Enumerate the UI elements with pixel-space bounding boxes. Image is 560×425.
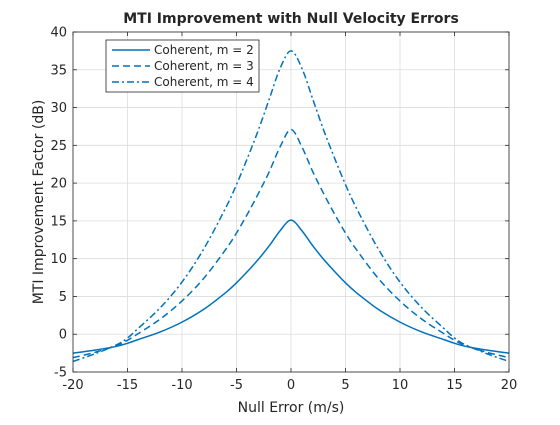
y-tick-label: 25 — [50, 139, 67, 154]
series-line-m4 — [72, 50, 510, 363]
y-axis-label: MTI Improvement Factor (dB) — [31, 100, 47, 305]
y-tick-label: 10 — [50, 252, 67, 267]
x-tick-label: -10 — [171, 378, 192, 393]
legend-label: Coherent, m = 2 — [154, 43, 254, 57]
series-lines — [72, 50, 510, 363]
series-line-m2 — [72, 219, 510, 354]
axis-ticks: -20 -15 -10 -5 0 5 10 15 20 -5 0 5 10 15 20 25 30 35 40 — [50, 26, 517, 394]
legend-label: Coherent, m = 3 — [154, 59, 254, 73]
y-tick-label: 35 — [50, 63, 67, 78]
y-tick-label: 30 — [50, 101, 67, 116]
x-tick-label: -20 — [62, 378, 83, 393]
x-tick-label: -15 — [117, 378, 138, 393]
x-tick-label: 5 — [341, 378, 349, 393]
y-tick-label: 40 — [50, 26, 67, 41]
x-tick-label: 15 — [446, 378, 463, 393]
x-tick-label: -5 — [230, 378, 243, 393]
legend-box — [105, 39, 260, 93]
x-tick-label: 0 — [287, 378, 295, 393]
legend: Coherent, m = 2 Coherent, m = 3 Coherent, … — [105, 39, 260, 93]
chart-title: MTI Improvement with Null Velocity Error… — [123, 11, 459, 27]
legend-label: Coherent, m = 4 — [154, 75, 254, 89]
y-tick-label: 20 — [50, 177, 67, 192]
y-tick-label: -5 — [54, 366, 67, 381]
series-line-m3 — [72, 128, 510, 359]
x-axis-label: Null Error (m/s) — [238, 400, 345, 416]
y-tick-label: 0 — [59, 328, 67, 343]
x-tick-label: 20 — [501, 378, 518, 393]
y-tick-label: 15 — [50, 214, 67, 229]
y-tick-label: 5 — [59, 290, 67, 305]
x-tick-label: 10 — [392, 378, 409, 393]
